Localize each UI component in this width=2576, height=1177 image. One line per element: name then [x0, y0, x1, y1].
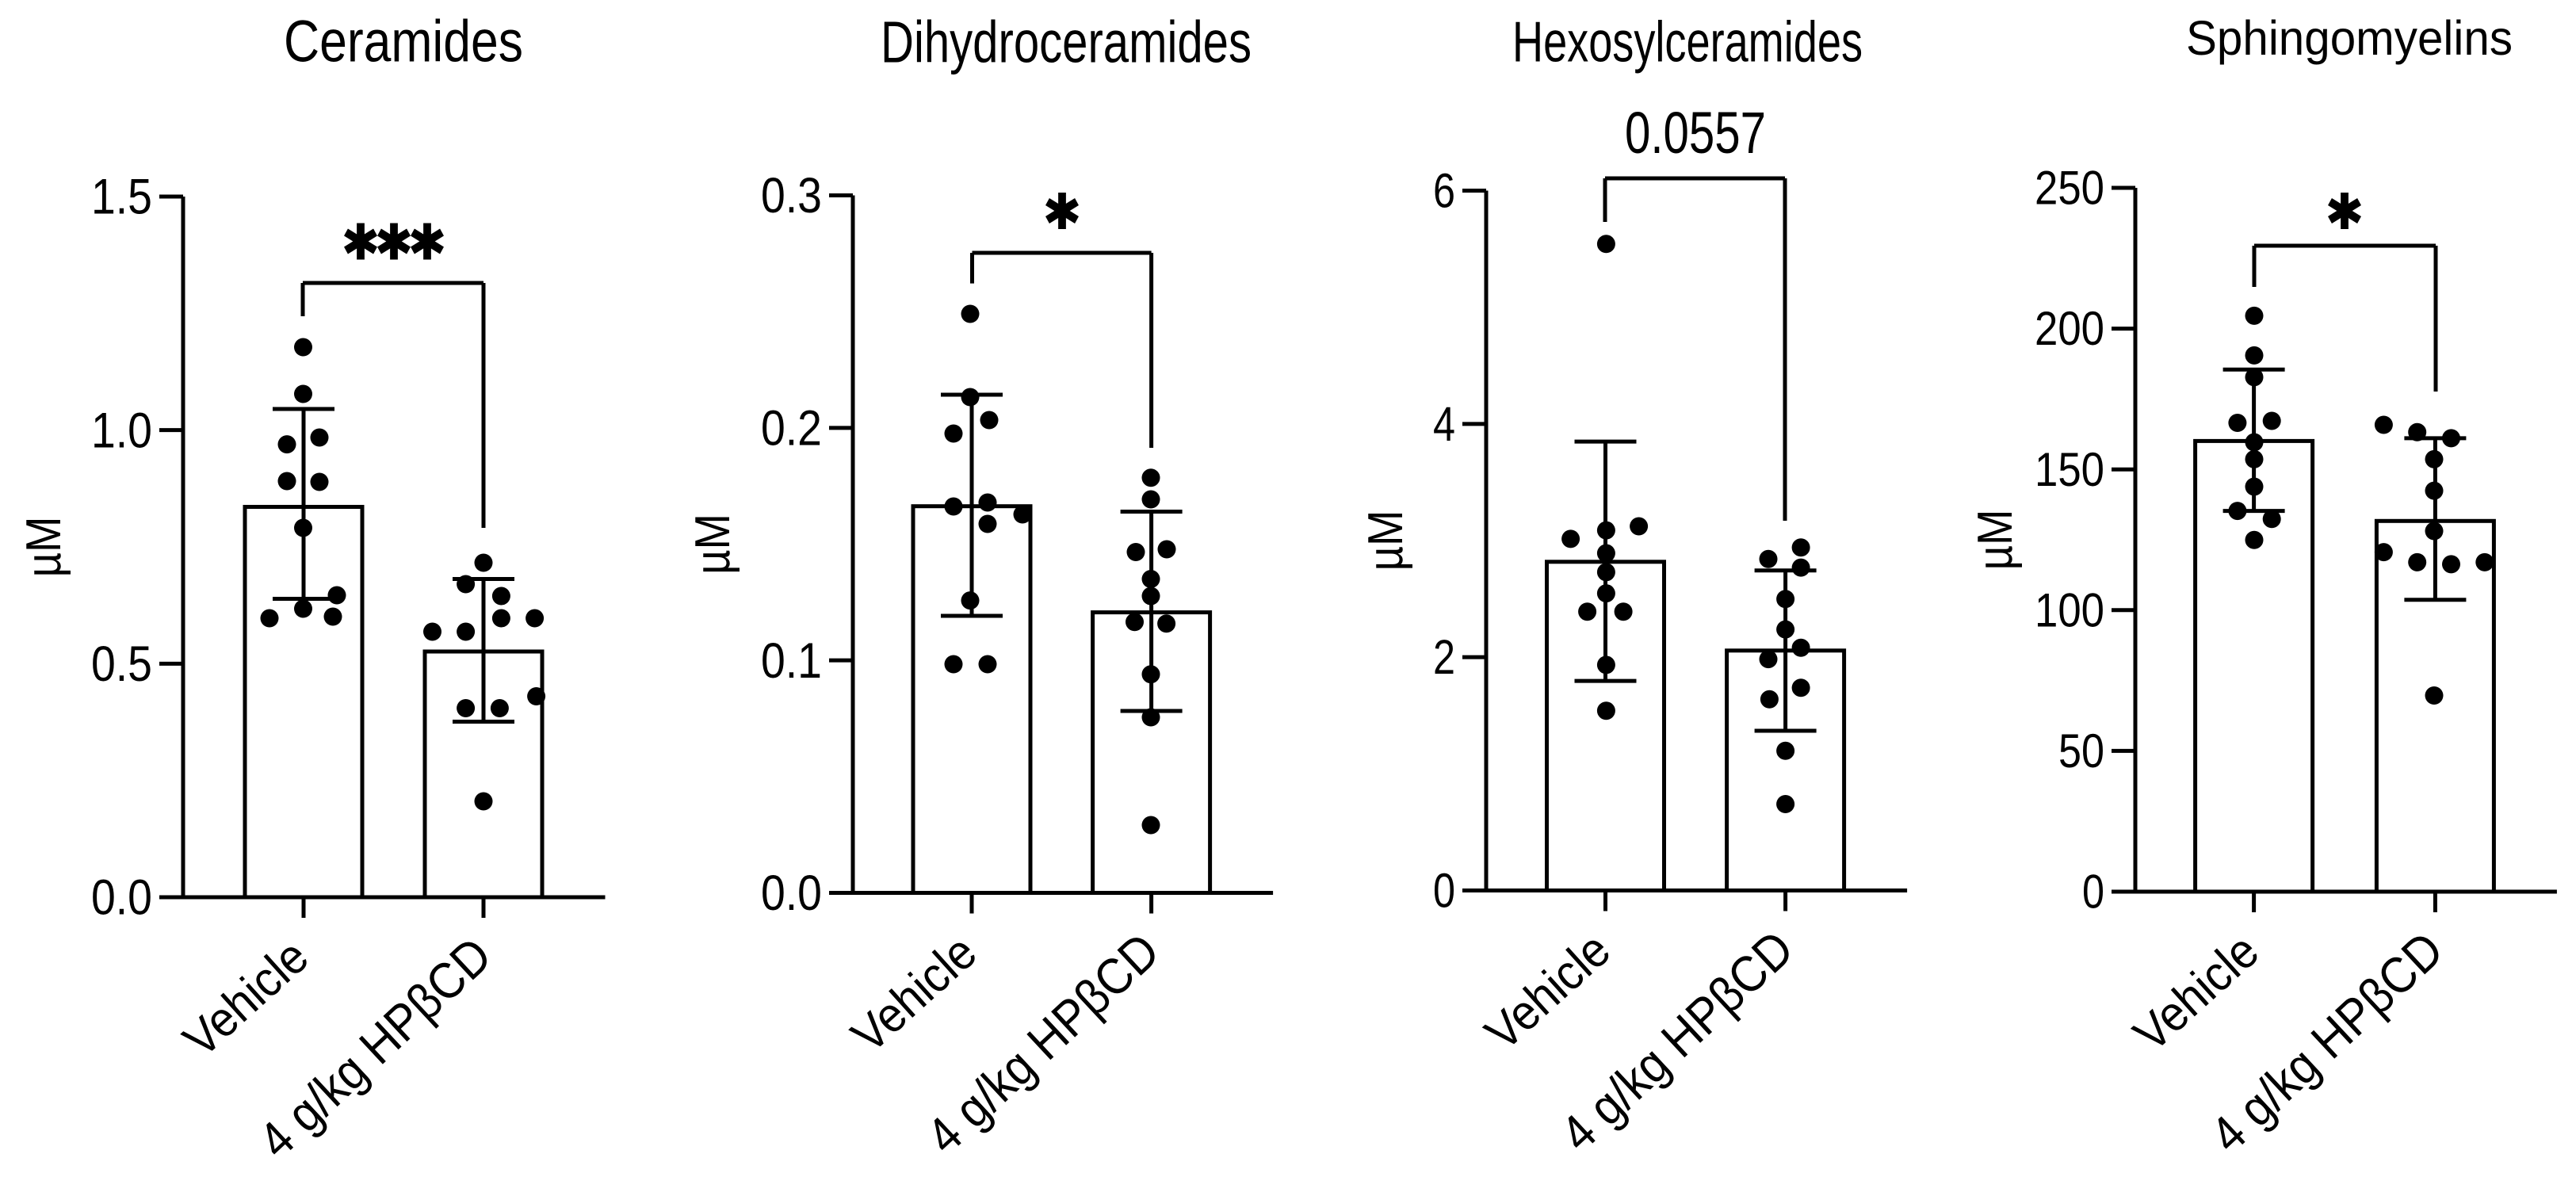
svg-text:0: 0	[1433, 864, 1455, 918]
svg-text:Ceramides: Ceramides	[284, 9, 523, 75]
svg-text:0.3: 0.3	[761, 168, 822, 224]
svg-text:1.0: 1.0	[91, 403, 152, 458]
svg-text:1.5: 1.5	[91, 170, 152, 225]
svg-text:Sphingomyelins: Sphingomyelins	[2186, 11, 2513, 65]
svg-text:µM: µM	[686, 514, 740, 575]
svg-text:0.5: 0.5	[91, 636, 152, 692]
svg-text:4: 4	[1433, 397, 1455, 451]
svg-text:0.0: 0.0	[91, 870, 152, 926]
svg-text:Hexosylceramides: Hexosylceramides	[1512, 11, 1863, 75]
svg-text:µM: µM	[1968, 510, 2023, 571]
svg-text:0.2: 0.2	[761, 401, 822, 457]
svg-text:150: 150	[2035, 443, 2104, 496]
svg-text:2: 2	[1433, 630, 1455, 684]
svg-text:200: 200	[2035, 302, 2104, 355]
svg-text:50: 50	[2058, 724, 2104, 778]
svg-text:6: 6	[1433, 164, 1455, 218]
svg-text:0.1: 0.1	[761, 633, 822, 689]
svg-text:µM: µM	[1359, 510, 1413, 571]
svg-text:100: 100	[2035, 583, 2104, 636]
svg-text:0.0557: 0.0557	[1625, 100, 1766, 166]
svg-text:0.0: 0.0	[761, 866, 822, 921]
svg-text:0: 0	[2082, 866, 2104, 919]
svg-text:Dihydroceramides: Dihydroceramides	[881, 10, 1252, 75]
svg-text:250: 250	[2035, 162, 2104, 215]
svg-text:µM: µM	[17, 517, 71, 578]
